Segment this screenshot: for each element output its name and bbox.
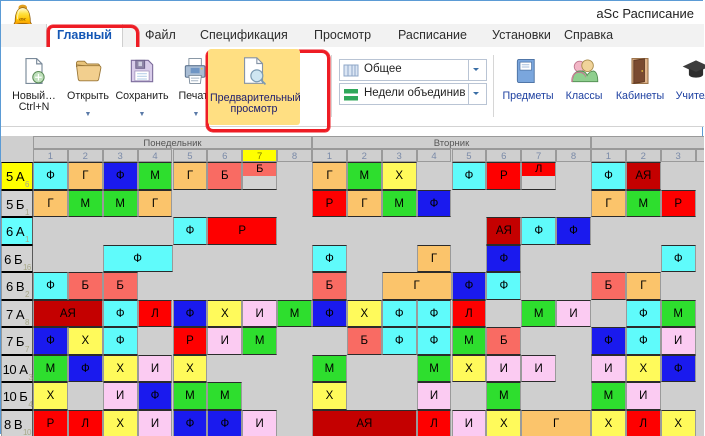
svg-text:asc: asc bbox=[19, 16, 27, 22]
